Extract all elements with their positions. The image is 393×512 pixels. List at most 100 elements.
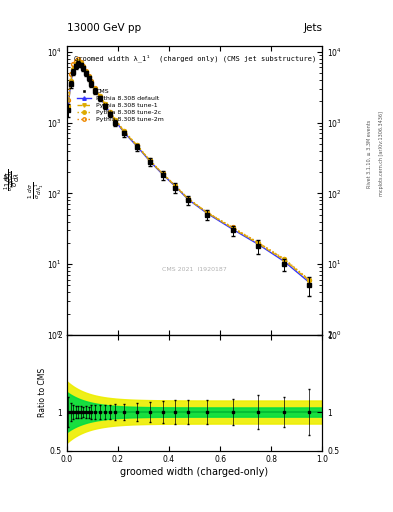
Pythia 8.308 tune-1 (66, 106, 70, 112)
Text: Rivet 3.1.10, ≥ 3.3M events: Rivet 3.1.10, ≥ 3.3M events (367, 119, 372, 188)
Line: Pythia 8.308 tune-2c: Pythia 8.308 tune-2c (66, 59, 311, 282)
Pythia 8.308 tune-2m (97, 93, 102, 99)
Line: Pythia 8.308 tune-1: Pythia 8.308 tune-1 (66, 60, 311, 283)
Pythia 8.308 default (173, 183, 178, 189)
Text: $\frac{1}{\sigma}\frac{d\sigma}{d\lambda}$: $\frac{1}{\sigma}\frac{d\sigma}{d\lambda… (4, 171, 22, 187)
Pythia 8.308 tune-2m (256, 240, 261, 246)
Pythia 8.308 tune-2c (97, 93, 102, 99)
Pythia 8.308 default (108, 110, 113, 116)
Pythia 8.308 tune-1 (73, 62, 78, 68)
Pythia 8.308 default (66, 105, 70, 111)
Pythia 8.308 tune-1 (76, 59, 81, 66)
Pythia 8.308 tune-2m (122, 128, 127, 134)
Pythia 8.308 tune-2c (89, 79, 94, 86)
Pythia 8.308 tune-2m (68, 71, 73, 77)
Pythia 8.308 tune-1 (97, 94, 102, 100)
Pythia 8.308 default (113, 118, 118, 124)
Pythia 8.308 default (79, 61, 83, 68)
Pythia 8.308 tune-2c (307, 278, 312, 284)
Pythia 8.308 default (103, 102, 108, 109)
Pythia 8.308 tune-2c (205, 209, 210, 216)
Pythia 8.308 tune-1 (113, 117, 118, 123)
Pythia 8.308 tune-1 (205, 210, 210, 216)
Text: 13000 GeV pp: 13000 GeV pp (67, 23, 141, 33)
Pythia 8.308 tune-2m (230, 224, 235, 230)
Pythia 8.308 tune-2c (76, 58, 81, 65)
Pythia 8.308 tune-1 (173, 183, 178, 189)
Pythia 8.308 default (230, 226, 235, 232)
Pythia 8.308 tune-2m (160, 170, 165, 177)
Legend: CMS, Pythia 8.308 default, Pythia 8.308 tune-1, Pythia 8.308 tune-2c, Pythia 8.3: CMS, Pythia 8.308 default, Pythia 8.308 … (75, 87, 165, 123)
Pythia 8.308 tune-1 (108, 110, 113, 116)
Pythia 8.308 tune-2m (93, 85, 97, 91)
Pythia 8.308 tune-1 (186, 196, 191, 202)
Pythia 8.308 tune-1 (160, 171, 165, 177)
Pythia 8.308 tune-1 (147, 158, 152, 164)
Y-axis label: $\frac{1}{\sigma}\frac{d\sigma}{d\lambda_1^1}$: $\frac{1}{\sigma}\frac{d\sigma}{d\lambda… (26, 182, 46, 199)
Pythia 8.308 default (205, 210, 210, 217)
Pythia 8.308 tune-1 (256, 241, 261, 247)
Text: CMS 2021  I1920187: CMS 2021 I1920187 (162, 267, 227, 272)
Pythia 8.308 tune-2m (205, 209, 210, 216)
Pythia 8.308 default (76, 60, 81, 66)
Pythia 8.308 tune-2c (103, 101, 108, 107)
Pythia 8.308 default (71, 68, 75, 74)
Pythia 8.308 tune-1 (307, 278, 312, 284)
Pythia 8.308 tune-2c (135, 142, 140, 148)
Pythia 8.308 default (89, 80, 94, 86)
Pythia 8.308 tune-2c (81, 64, 86, 70)
Text: mcplots.cern.ch [arXiv:1306.3436]: mcplots.cern.ch [arXiv:1306.3436] (379, 111, 384, 196)
Pythia 8.308 default (81, 65, 86, 71)
Pythia 8.308 tune-2c (66, 103, 70, 109)
Pythia 8.308 tune-1 (81, 65, 86, 71)
Pythia 8.308 tune-2c (86, 74, 91, 80)
Pythia 8.308 default (147, 158, 152, 164)
Pythia 8.308 tune-2m (147, 157, 152, 163)
Pythia 8.308 tune-2c (160, 170, 165, 177)
Line: Pythia 8.308 tune-2m: Pythia 8.308 tune-2m (66, 57, 311, 282)
Pythia 8.308 default (73, 62, 78, 69)
Pythia 8.308 tune-2c (113, 117, 118, 123)
Text: $\frac{1}{\sigma_g}\frac{d\sigma}{dp_T d\lambda}$: $\frac{1}{\sigma_g}\frac{d\sigma}{dp_T d… (2, 168, 18, 190)
Pythia 8.308 default (307, 280, 312, 286)
Pythia 8.308 tune-2c (122, 129, 127, 135)
Pythia 8.308 tune-1 (122, 129, 127, 135)
Pythia 8.308 tune-2m (108, 109, 113, 115)
Pythia 8.308 tune-2c (230, 225, 235, 231)
Pythia 8.308 tune-2m (186, 196, 191, 202)
Text: Groomed width λ_1¹  (charged only) (CMS jet substructure): Groomed width λ_1¹ (charged only) (CMS j… (75, 55, 317, 62)
Pythia 8.308 tune-2m (113, 117, 118, 123)
Pythia 8.308 tune-2c (281, 256, 286, 262)
Pythia 8.308 tune-2c (73, 61, 78, 67)
Pythia 8.308 tune-2c (93, 86, 97, 92)
Pythia 8.308 tune-2m (79, 59, 83, 65)
Pythia 8.308 default (160, 172, 165, 178)
Pythia 8.308 default (186, 197, 191, 203)
Pythia 8.308 tune-1 (79, 61, 83, 67)
Pythia 8.308 tune-2c (173, 183, 178, 189)
Pythia 8.308 tune-2c (108, 109, 113, 115)
Pythia 8.308 tune-1 (86, 74, 91, 80)
Pythia 8.308 tune-2m (71, 60, 75, 67)
Pythia 8.308 tune-1 (68, 80, 73, 86)
Pythia 8.308 tune-1 (93, 86, 97, 92)
Pythia 8.308 tune-2m (173, 182, 178, 188)
Pythia 8.308 tune-2m (73, 57, 78, 63)
Text: Jets: Jets (303, 23, 322, 33)
Pythia 8.308 tune-2m (86, 73, 91, 79)
Pythia 8.308 tune-2c (68, 78, 73, 84)
Pythia 8.308 default (68, 80, 73, 86)
X-axis label: groomed width (charged-only): groomed width (charged-only) (121, 467, 268, 477)
Pythia 8.308 tune-2c (71, 66, 75, 72)
Line: Pythia 8.308 default: Pythia 8.308 default (66, 61, 311, 284)
Y-axis label: Ratio to CMS: Ratio to CMS (38, 368, 47, 417)
Pythia 8.308 tune-2m (89, 78, 94, 84)
Pythia 8.308 default (84, 69, 88, 75)
Pythia 8.308 default (256, 241, 261, 247)
Pythia 8.308 default (281, 258, 286, 264)
Pythia 8.308 tune-1 (89, 80, 94, 86)
Pythia 8.308 tune-2c (79, 60, 83, 66)
Pythia 8.308 default (122, 130, 127, 136)
Pythia 8.308 tune-1 (135, 143, 140, 149)
Pythia 8.308 tune-2m (307, 277, 312, 283)
